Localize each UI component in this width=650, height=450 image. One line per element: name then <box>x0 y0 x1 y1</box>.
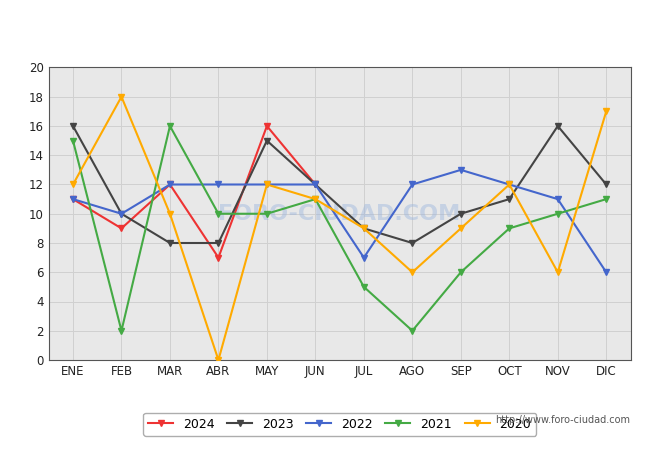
Legend: 2024, 2023, 2022, 2021, 2020: 2024, 2023, 2022, 2021, 2020 <box>143 413 536 436</box>
Text: http://www.foro-ciudad.com: http://www.foro-ciudad.com <box>495 415 630 425</box>
Text: FORO-CIUDAD.COM: FORO-CIUDAD.COM <box>218 204 461 224</box>
Text: Matriculaciones de Vehiculos en Sant Feliu de Codines: Matriculaciones de Vehiculos en Sant Fel… <box>117 22 533 37</box>
